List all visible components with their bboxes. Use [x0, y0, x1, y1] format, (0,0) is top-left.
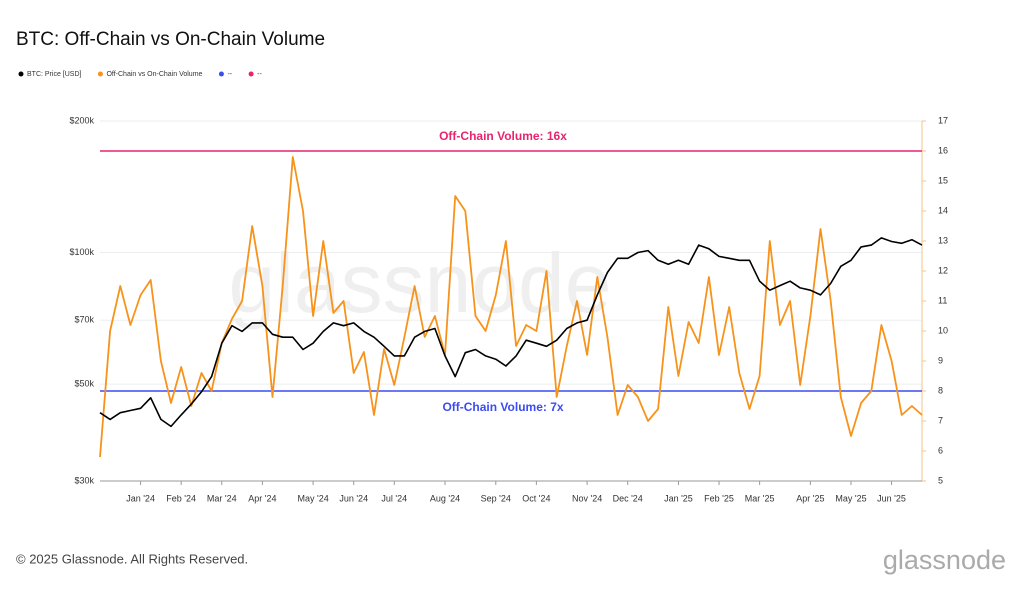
y2-tick-label: 15	[938, 175, 948, 185]
x-tick-label: Jun '25	[877, 493, 906, 503]
x-tick-label: Aug '24	[430, 493, 460, 503]
x-tick-label: Nov '24	[572, 493, 602, 503]
legend-marker	[97, 71, 103, 77]
y2-tick-label: 13	[938, 235, 948, 245]
x-tick-label: Feb '25	[704, 493, 734, 503]
x-tick-label: Jul '24	[381, 493, 407, 503]
legend-label: Off-Chain vs On-Chain Volume	[106, 71, 202, 78]
x-tick-label: May '25	[835, 493, 866, 503]
legend-marker	[248, 71, 254, 77]
series-line	[99, 237, 923, 428]
footer: © 2025 Glassnode. All Rights Reserved.	[16, 551, 248, 566]
x-tick-label: Mar '24	[207, 493, 237, 503]
y-tick-label: $200k	[69, 115, 94, 125]
y2-tick-label: 10	[938, 325, 948, 335]
x-tick-label: Jun '24	[339, 493, 368, 503]
x-tick-label: Feb '24	[166, 493, 196, 503]
x-tick-label: Apr '25	[796, 493, 824, 503]
x-tick-label: Dec '24	[613, 493, 643, 503]
x-tick-label: May '24	[297, 493, 328, 503]
legend-label: --	[227, 71, 232, 78]
x-tick-label: Oct '24	[522, 493, 550, 503]
series-line	[99, 156, 923, 458]
y2-tick-label: 17	[938, 115, 948, 125]
x-tick-label: Sep '24	[481, 493, 511, 503]
y2-tick-label: 16	[938, 145, 948, 155]
reference-label: Off-Chain Volume: 7x	[442, 400, 563, 414]
legend-marker	[18, 71, 24, 77]
y-tick-label: $100k	[69, 247, 94, 257]
y2-tick-label: 11	[938, 295, 947, 305]
y2-tick-label: 7	[938, 415, 943, 425]
legend-marker	[218, 71, 224, 77]
y2-tick-label: 8	[938, 385, 943, 395]
x-tick-label: Jan '25	[664, 493, 693, 503]
reference-label: Off-Chain Volume: 16x	[439, 129, 567, 143]
x-tick-label: Mar '25	[745, 493, 775, 503]
y-tick-label: $50k	[74, 378, 94, 388]
y-tick-label: $30k	[74, 475, 94, 485]
y-tick-label: $70k	[74, 315, 94, 325]
chart-title: BTC: Off-Chain vs On-Chain Volume	[16, 29, 325, 50]
legend-label: BTC: Price [USD]	[27, 71, 82, 78]
x-tick-label: Apr '24	[248, 493, 276, 503]
x-tick-label: Jan '24	[126, 493, 155, 503]
logo: glassnode	[883, 545, 1006, 575]
y2-tick-label: 6	[938, 445, 943, 455]
y2-tick-label: 14	[938, 205, 948, 215]
y2-tick-label: 9	[938, 355, 943, 365]
legend-label: --	[257, 71, 262, 78]
y2-tick-label: 5	[938, 475, 943, 485]
y2-tick-label: 12	[938, 265, 948, 275]
